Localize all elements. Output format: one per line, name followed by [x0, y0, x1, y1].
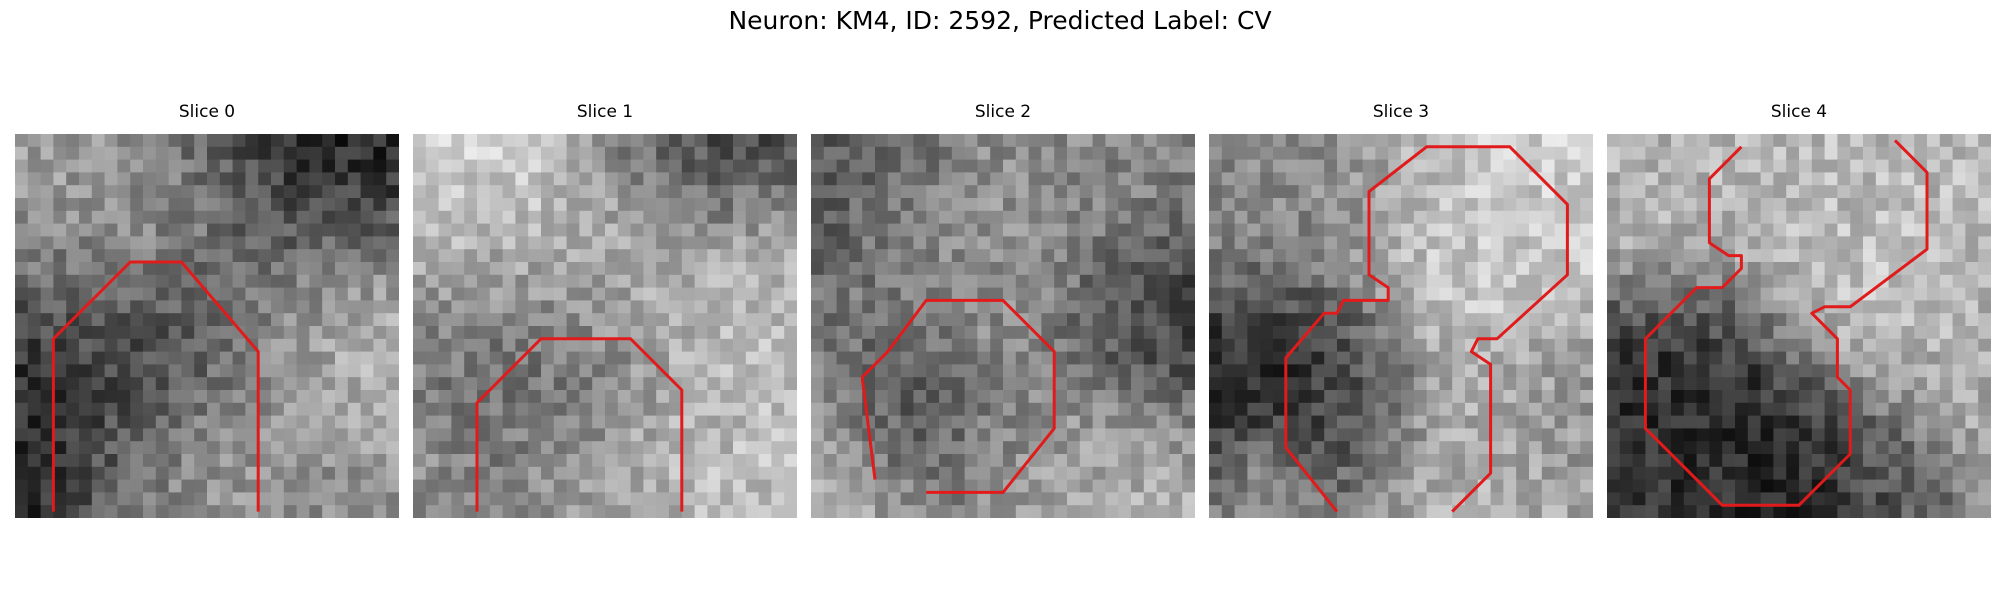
slice-image-1: [413, 134, 797, 518]
slice-title-3: Slice 3: [1372, 102, 1430, 122]
segmentation-contour: [860, 298, 1056, 494]
slice-title-0: Slice 0: [178, 102, 236, 122]
segmentation-contour: [51, 260, 260, 512]
pixel-grid: [811, 134, 1195, 518]
slice-image-2: [811, 134, 1195, 518]
slice-image-0: [15, 134, 399, 518]
figure-title: Neuron: KM4, ID: 2592, Predicted Label: …: [728, 6, 1272, 35]
segmentation-contour: [1643, 139, 1929, 507]
pixel-grid: [1607, 134, 1991, 518]
pixel-grid: [1209, 134, 1593, 518]
slice-panel-1: Slice 1: [413, 102, 797, 518]
segmentation-contour: [475, 337, 684, 512]
slice-panel-0: Slice 0: [15, 102, 399, 518]
slice-panel-3: Slice 3: [1209, 102, 1593, 518]
slice-panel-4: Slice 4: [1607, 102, 1991, 518]
pixel-grid: [413, 134, 797, 518]
slice-title-4: Slice 4: [1770, 102, 1828, 122]
slice-image-3: [1209, 134, 1593, 518]
pixel-grid: [15, 134, 399, 518]
segmentation-contour: [1284, 145, 1569, 513]
slice-title-2: Slice 2: [974, 102, 1032, 122]
slice-title-1: Slice 1: [576, 102, 634, 122]
slice-panel-2: Slice 2: [811, 102, 1195, 518]
slice-image-4: [1607, 134, 1991, 518]
